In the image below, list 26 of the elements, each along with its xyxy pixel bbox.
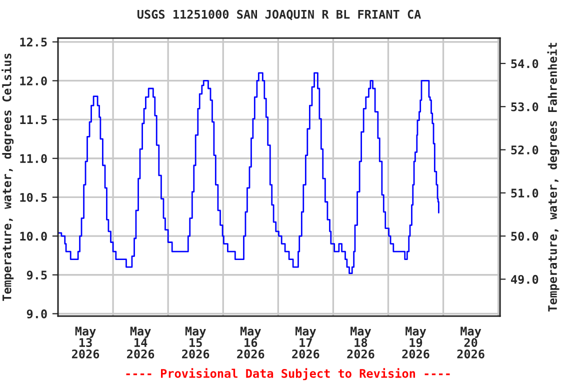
y-tick-label: 12.0: [20, 76, 47, 86]
x-tick-label: May 13 2026: [72, 326, 100, 358]
x-tick-label: May 18 2026: [347, 326, 374, 358]
x-tick-label: May 17 2026: [292, 326, 320, 358]
y2-tick-label: 51.0: [511, 188, 538, 198]
y-tick-label: 10.0: [20, 232, 47, 241]
y2-axis-title: Temperature, water, degrees Fahrenheit: [547, 42, 560, 312]
x-tick-label: May 14 2026: [127, 326, 154, 358]
y2-tick-label: 50.0: [511, 232, 538, 241]
y-tick-label: 12.5: [20, 38, 47, 47]
y-tick-label: 9.5: [26, 270, 47, 280]
x-tick-label: May 15 2026: [182, 326, 210, 358]
y-tick-label: 10.5: [20, 192, 47, 202]
y2-tick-label: 53.0: [511, 102, 538, 112]
x-tick-label: May 16 2026: [237, 326, 264, 358]
x-tick-label: May 20 2026: [457, 326, 484, 358]
text: ---- Provisional Data Subject to Revision ----: [126, 368, 450, 380]
y2-tick-label: 54.0: [511, 59, 538, 68]
y-tick-label: 11.5: [20, 115, 47, 124]
y-tick-label: 11.0: [20, 154, 47, 164]
y2-tick-label: 52.0: [511, 145, 538, 154]
y-axis-title: Temperature, water, degrees Celsius: [2, 54, 14, 301]
x-tick-label: May 19 2026: [402, 326, 430, 358]
chart-title: USGS 11251000 SAN JOAQUIN R BL FRIANT CA: [137, 10, 421, 20]
y2-tick-label: 49.0: [511, 274, 538, 284]
y-tick-label: 9.0: [26, 309, 47, 318]
